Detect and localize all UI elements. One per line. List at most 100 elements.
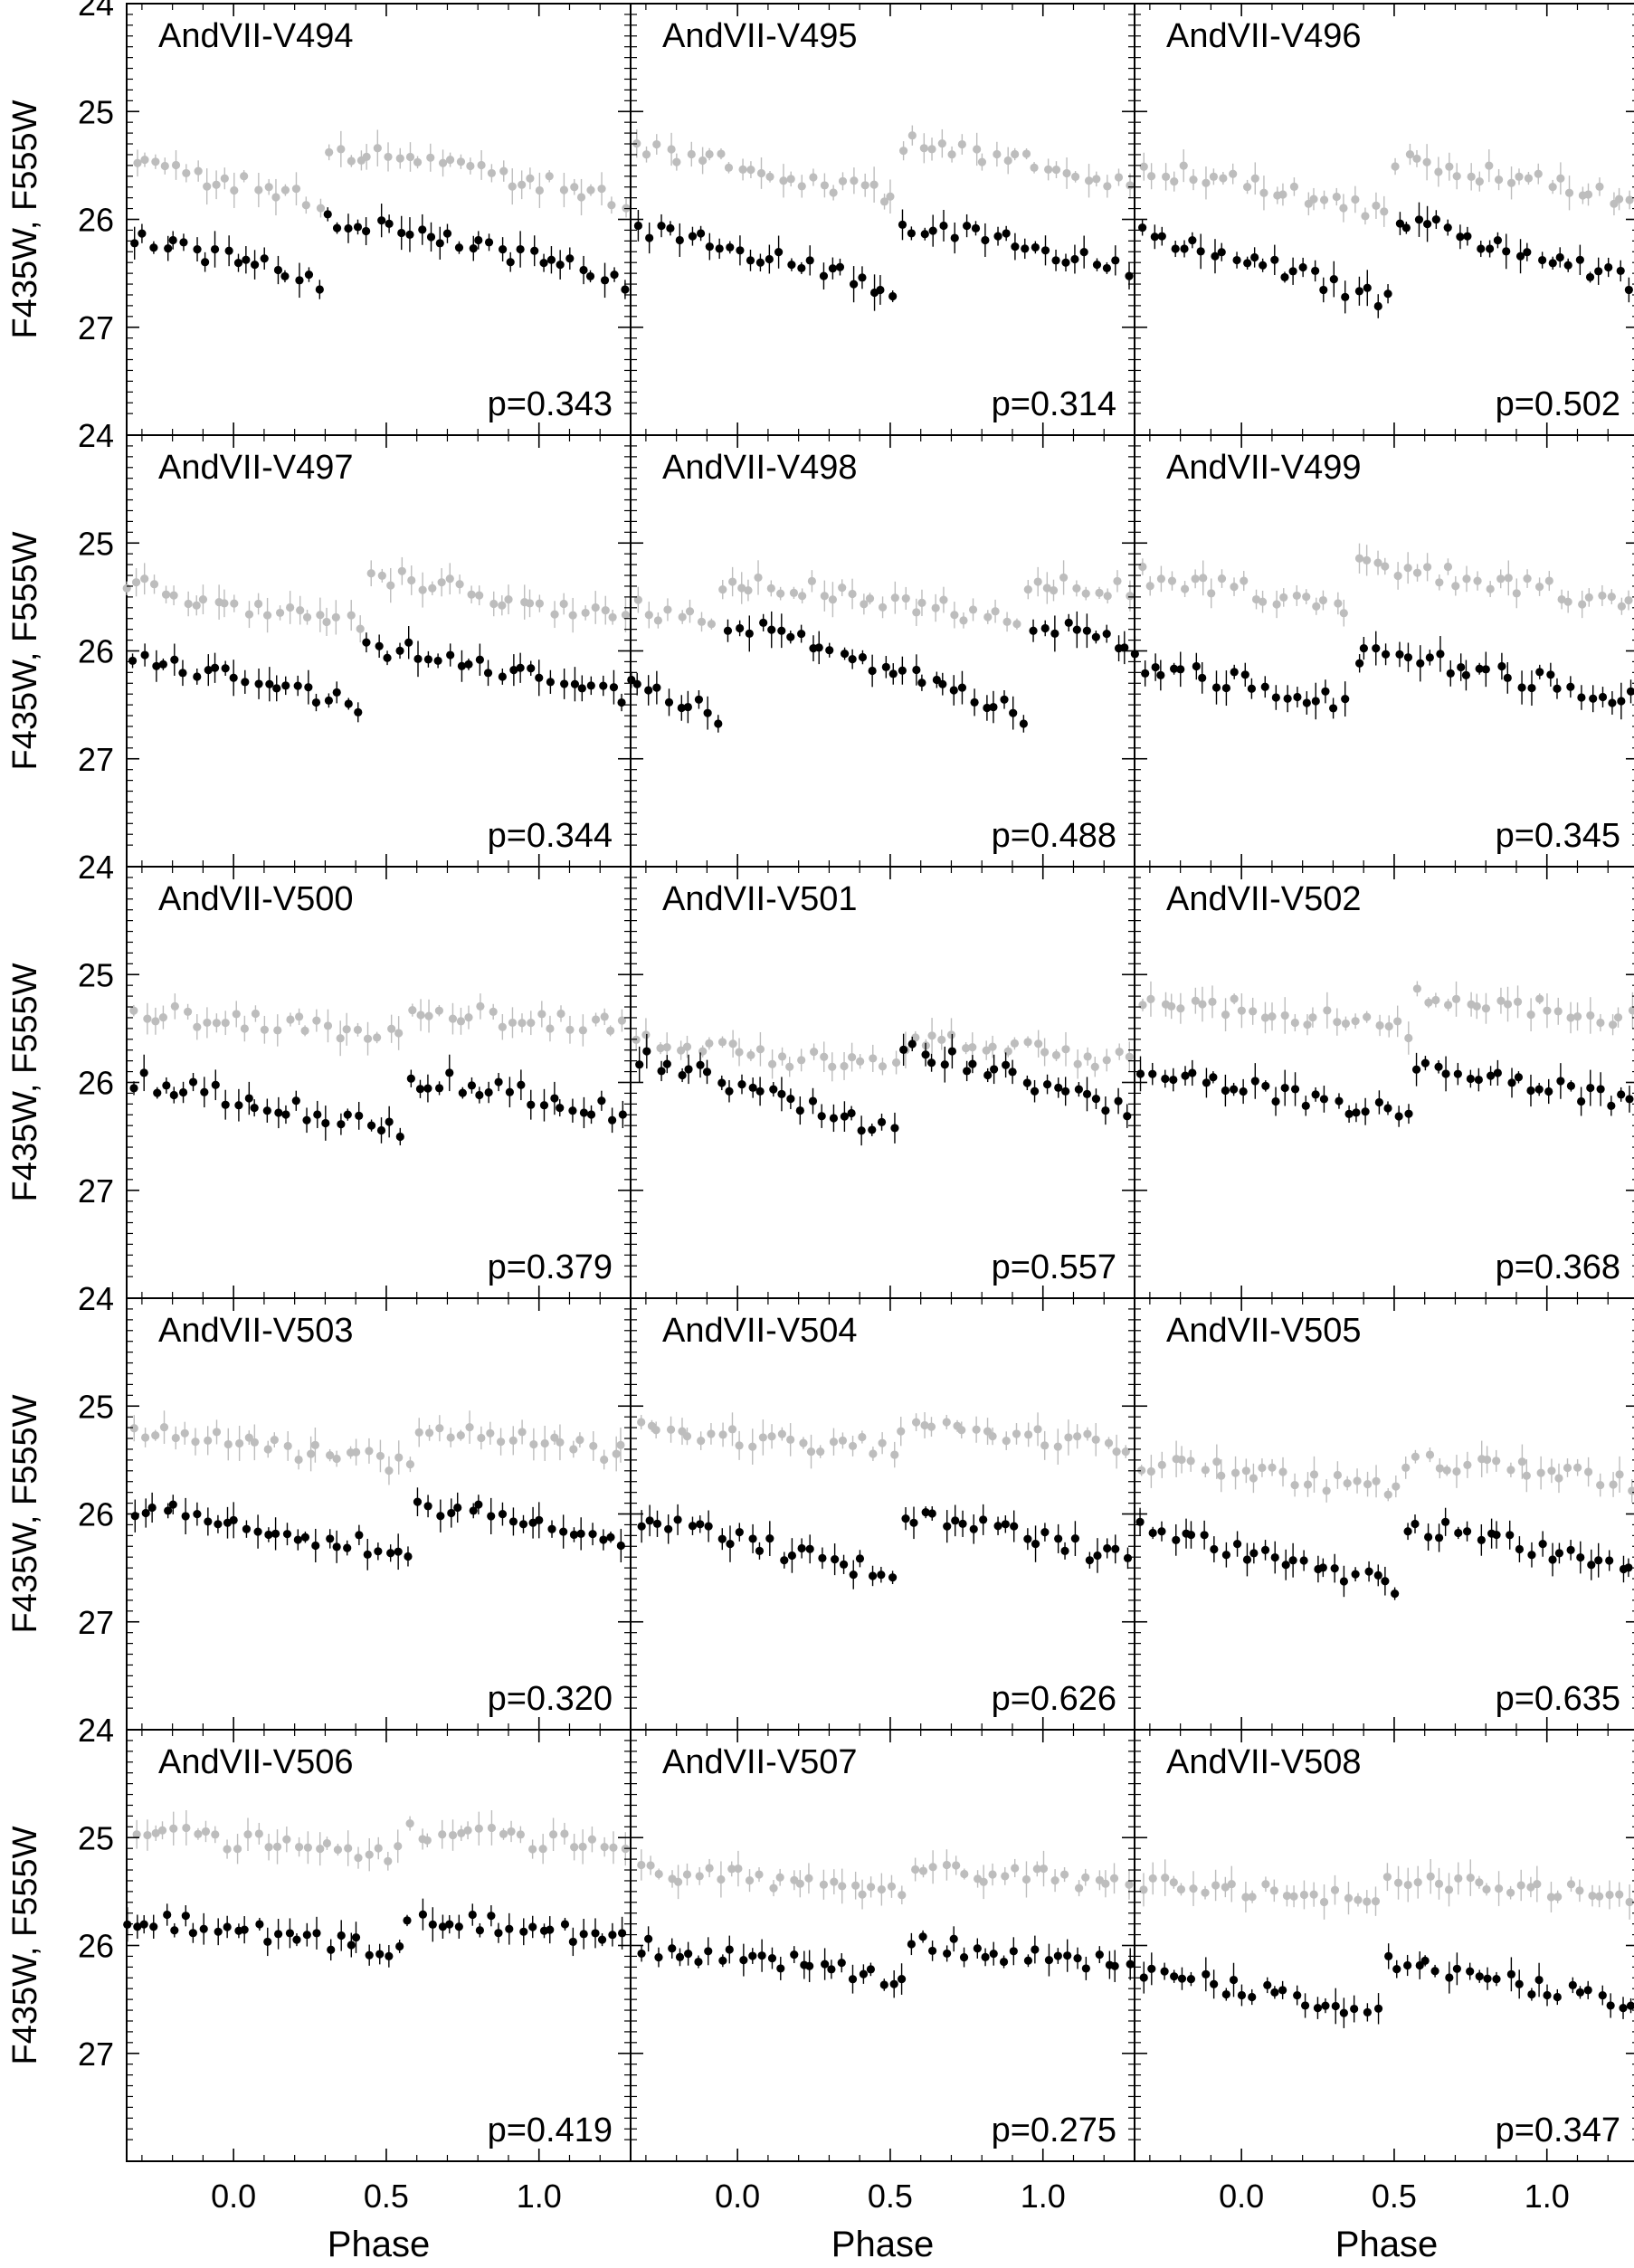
data-point bbox=[957, 683, 967, 692]
data-point bbox=[374, 1844, 383, 1853]
data-point bbox=[777, 1052, 787, 1061]
data-point bbox=[170, 1926, 179, 1935]
data-point bbox=[454, 243, 464, 252]
data-point bbox=[971, 223, 981, 232]
data-point bbox=[1112, 1447, 1121, 1457]
data-point bbox=[1201, 1888, 1210, 1897]
data-point bbox=[1516, 1881, 1525, 1890]
data-point bbox=[1404, 1109, 1413, 1118]
data-point bbox=[666, 223, 675, 232]
data-point bbox=[777, 1429, 786, 1438]
data-point bbox=[827, 1965, 836, 1974]
period-label: p=0.320 bbox=[488, 1680, 613, 1718]
data-point bbox=[316, 1845, 325, 1854]
data-point bbox=[1002, 229, 1011, 238]
data-point bbox=[1617, 697, 1626, 706]
data-point bbox=[769, 1884, 778, 1893]
data-point bbox=[1040, 623, 1050, 633]
data-point bbox=[1061, 1045, 1070, 1054]
data-point bbox=[608, 612, 617, 622]
data-point bbox=[858, 273, 867, 282]
data-point bbox=[1444, 1885, 1454, 1894]
panel-ticks bbox=[1135, 434, 1634, 867]
panel-title: AndVII-V498 bbox=[662, 449, 857, 487]
y-tick-label: 25 bbox=[78, 1819, 114, 1856]
data-point bbox=[365, 1447, 374, 1456]
x-tick-label: 0.5 bbox=[868, 2178, 913, 2215]
data-point bbox=[508, 182, 517, 191]
data-point bbox=[448, 1014, 458, 1023]
data-point bbox=[1023, 1956, 1033, 1965]
data-point bbox=[221, 664, 230, 673]
data-point bbox=[983, 703, 992, 713]
data-point bbox=[366, 569, 375, 578]
data-point bbox=[283, 1441, 292, 1451]
data-point bbox=[1364, 1567, 1373, 1576]
data-point bbox=[363, 1034, 373, 1043]
data-point bbox=[1258, 597, 1268, 606]
y-tick-label: 26 bbox=[78, 1065, 114, 1102]
data-point bbox=[1141, 669, 1150, 678]
data-point bbox=[1425, 653, 1434, 662]
data-point bbox=[1435, 1464, 1444, 1473]
data-point bbox=[1217, 1471, 1226, 1480]
data-point bbox=[546, 678, 555, 687]
data-point bbox=[600, 1012, 609, 1021]
data-point bbox=[1258, 1463, 1267, 1473]
panel-frame bbox=[1134, 1729, 1634, 2162]
data-point bbox=[160, 161, 169, 171]
data-point bbox=[957, 1426, 966, 1435]
data-point bbox=[1092, 175, 1101, 184]
x-tick-label: 0.5 bbox=[1372, 2178, 1417, 2215]
data-point bbox=[1031, 1539, 1040, 1549]
data-point bbox=[464, 660, 473, 669]
data-point bbox=[1073, 1432, 1082, 1441]
data-point bbox=[262, 1106, 271, 1115]
data-point bbox=[1527, 683, 1536, 693]
data-point bbox=[1563, 1463, 1572, 1473]
data-point bbox=[556, 1104, 565, 1113]
data-point bbox=[1434, 1879, 1444, 1888]
data-point bbox=[1461, 670, 1471, 680]
data-point bbox=[260, 254, 269, 263]
data-point bbox=[1339, 2008, 1348, 2017]
data-point bbox=[705, 242, 714, 251]
data-point bbox=[774, 248, 784, 257]
data-point bbox=[570, 1843, 579, 1852]
data-point bbox=[838, 176, 848, 185]
data-point bbox=[351, 1932, 361, 1942]
data-point bbox=[657, 1067, 666, 1076]
data-point bbox=[1363, 555, 1372, 565]
data-point bbox=[759, 618, 768, 627]
data-point bbox=[1237, 1990, 1247, 2000]
data-point bbox=[286, 1015, 295, 1024]
x-tick-label: 0.0 bbox=[715, 2178, 760, 2215]
data-point bbox=[717, 1534, 727, 1543]
data-point bbox=[311, 697, 321, 707]
data-point bbox=[129, 1424, 138, 1433]
panel-ticks bbox=[127, 1729, 632, 2161]
data-point bbox=[907, 1039, 917, 1049]
data-point bbox=[632, 679, 641, 688]
data-point bbox=[1283, 694, 1292, 703]
data-point bbox=[1063, 1951, 1072, 1960]
data-point bbox=[829, 188, 838, 197]
data-point bbox=[545, 172, 554, 181]
data-point bbox=[281, 1110, 290, 1119]
data-point bbox=[943, 1949, 952, 1959]
data-point bbox=[517, 1080, 526, 1089]
data-point bbox=[939, 595, 948, 604]
data-point bbox=[1443, 562, 1453, 572]
data-point bbox=[988, 1432, 997, 1441]
data-point bbox=[1401, 1463, 1411, 1472]
data-point bbox=[1309, 1470, 1319, 1479]
data-point bbox=[888, 669, 898, 679]
data-point bbox=[1221, 1883, 1230, 1892]
data-point bbox=[952, 1861, 961, 1870]
data-point bbox=[728, 577, 737, 586]
data-point bbox=[1506, 1466, 1515, 1475]
data-point bbox=[797, 629, 806, 639]
panel-andvii-v503 bbox=[126, 1297, 632, 1731]
data-point bbox=[468, 1910, 477, 1920]
data-point bbox=[151, 1828, 160, 1837]
